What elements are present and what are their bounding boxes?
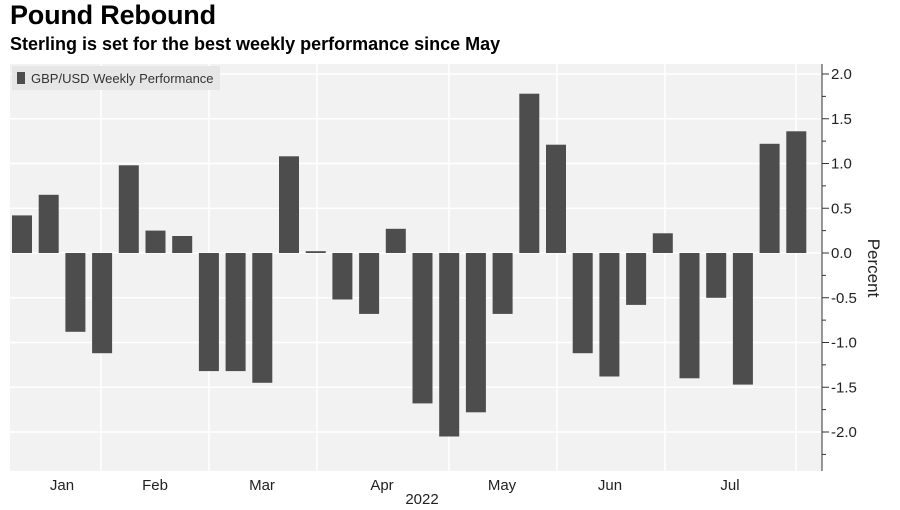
x-axis-year: 2022 — [405, 491, 438, 508]
axis-layer: 2.0 1.5 1.0 0.5 0.0 -0.5 -1.0 -1.5 -2.0 Jan Feb Mar… — [50, 64, 857, 494]
bar — [492, 253, 513, 314]
y-tick-label: 2.0 — [831, 66, 852, 83]
bar — [599, 253, 620, 377]
x-tick-label: Jan — [50, 477, 74, 494]
legend-box — [12, 66, 220, 90]
bar — [572, 253, 593, 354]
y-tick-label: -1.5 — [831, 379, 857, 396]
x-tick-label: Jul — [720, 477, 739, 494]
bar — [305, 251, 326, 253]
bar — [38, 194, 59, 253]
y-axis-title: Percent — [864, 239, 883, 298]
y-tick-label: 1.5 — [831, 111, 852, 128]
y-tick-label: -0.5 — [831, 290, 857, 307]
legend-label: GBP/USD Weekly Performance — [31, 71, 214, 86]
bar — [279, 156, 299, 253]
chart-subtitle: Sterling is set for the best weekly perf… — [10, 34, 501, 54]
y-tick-label: -2.0 — [831, 424, 857, 441]
x-tick-label: May — [488, 477, 517, 494]
bar — [252, 253, 273, 383]
y-tick-label: -1.0 — [831, 335, 857, 352]
bar — [626, 253, 647, 305]
y-tick-label: 1.0 — [831, 156, 852, 173]
x-tick-label: Feb — [142, 477, 168, 494]
bar — [385, 228, 406, 253]
bar — [198, 253, 219, 372]
bar — [759, 143, 780, 253]
bar — [786, 131, 807, 253]
bar — [92, 253, 113, 354]
bar — [12, 215, 32, 253]
y-tick-label: 0.5 — [831, 200, 852, 217]
x-tick-label: Mar — [249, 477, 275, 494]
bar — [706, 253, 727, 298]
bar — [465, 253, 486, 413]
bar — [65, 253, 86, 332]
x-tick-label: Jun — [598, 477, 622, 494]
bar — [359, 253, 380, 314]
bar — [118, 165, 139, 253]
chart-title: Pound Rebound — [10, 0, 216, 30]
bar — [412, 253, 433, 404]
bar — [225, 253, 246, 372]
legend: GBP/USD Weekly Performance — [12, 66, 220, 90]
x-tick-label: Apr — [370, 477, 393, 494]
bar — [172, 236, 193, 253]
bar-layer — [12, 93, 807, 437]
bar — [546, 144, 566, 253]
bar — [332, 253, 353, 300]
bar — [652, 233, 673, 253]
legend-swatch — [17, 72, 25, 84]
bar — [732, 253, 753, 385]
bar — [519, 93, 540, 253]
bar — [439, 253, 460, 437]
bar — [145, 230, 166, 253]
bar — [679, 253, 700, 379]
y-tick-label: 0.0 — [831, 245, 852, 262]
